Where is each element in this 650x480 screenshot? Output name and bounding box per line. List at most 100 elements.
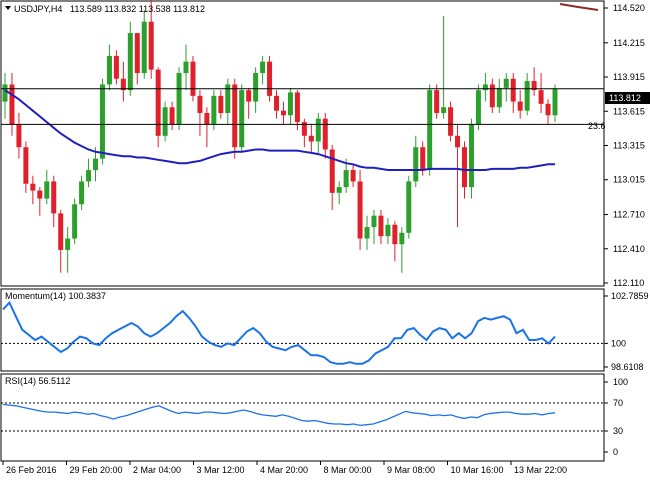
candle-body xyxy=(232,84,238,148)
candle-body xyxy=(134,33,140,74)
candle-body xyxy=(385,224,391,237)
candle-body xyxy=(183,61,189,74)
y-tick-label: 113.315 xyxy=(613,141,645,151)
candle-body xyxy=(468,124,474,188)
candle-body xyxy=(141,21,147,74)
y-tick-label: 113.615 xyxy=(613,106,645,116)
momentum-y-axis: 102.7859 100 98.6108 xyxy=(604,291,649,372)
rsi-panel-frame xyxy=(0,373,605,462)
y-tick-label: 98.6108 xyxy=(611,362,644,372)
candle-body xyxy=(93,158,99,171)
candle-body xyxy=(448,107,454,136)
y-tick-label: 112.410 xyxy=(613,244,645,254)
symbol-title: USDJPY,H4 xyxy=(14,4,62,14)
candle-body xyxy=(406,181,412,233)
last-price-box xyxy=(605,92,650,104)
candle-body xyxy=(287,92,293,116)
momentum-series xyxy=(1,300,604,365)
candle-body xyxy=(392,224,398,245)
price-y-axis: 114.520 114.215 113.915 113.615 113.315 113.0… xyxy=(604,3,645,288)
candle-body xyxy=(204,112,210,125)
x-tick-label: 9 Mar 08:00 xyxy=(387,465,435,475)
candle-body xyxy=(169,107,175,125)
candle-body xyxy=(37,190,43,199)
candle-body xyxy=(378,215,384,237)
candle-body xyxy=(190,61,196,96)
last-price-label: 113.812 xyxy=(609,93,641,103)
candle-body xyxy=(524,81,530,111)
y-tick-label: 100 xyxy=(611,338,626,348)
y-tick-label: 114.520 xyxy=(613,3,645,13)
partial-ma-fragment xyxy=(559,3,599,11)
y-tick-label: 112.110 xyxy=(613,278,644,288)
candle-body xyxy=(65,238,71,250)
candle-body xyxy=(427,90,433,171)
x-tick-label: 13 Mar 22:00 xyxy=(514,465,567,475)
candle-body xyxy=(455,135,461,148)
candle-body xyxy=(538,90,544,104)
candle-body xyxy=(211,95,217,125)
rsi-title: RSI(14) 56.5112 xyxy=(5,376,70,386)
fibonacci-label: 23.6 xyxy=(588,121,606,131)
candle-body xyxy=(2,84,8,102)
candle-body xyxy=(336,187,342,193)
candle-body xyxy=(434,90,440,113)
candle-body xyxy=(274,95,280,111)
candlestick-series xyxy=(2,0,558,273)
candle-body xyxy=(517,101,523,111)
rsi-series xyxy=(1,402,604,432)
y-tick-label: 114.215 xyxy=(613,38,645,48)
candle-body xyxy=(294,92,300,123)
candle-body xyxy=(280,110,286,116)
candle-body xyxy=(503,78,509,88)
candle-body xyxy=(301,122,307,136)
candle-body xyxy=(176,73,182,125)
candle-body xyxy=(371,215,377,228)
candle-body xyxy=(162,107,168,136)
candle-body xyxy=(197,95,203,113)
candle-body xyxy=(44,181,50,199)
candle-body xyxy=(461,147,467,188)
candle-body xyxy=(246,90,252,102)
x-tick-label: 26 Feb 2016 xyxy=(6,465,57,475)
candle-body xyxy=(510,78,516,102)
candle-body xyxy=(16,124,22,148)
candle-body xyxy=(364,227,370,239)
momentum-line xyxy=(2,300,556,365)
candle-body xyxy=(413,147,419,182)
momentum-panel-frame xyxy=(0,288,605,372)
candle-body xyxy=(225,84,231,113)
x-tick-label: 29 Feb 20:00 xyxy=(70,465,123,475)
ma-line xyxy=(4,89,555,171)
candle-body xyxy=(420,147,426,171)
candle-body xyxy=(399,232,405,245)
candle-body xyxy=(51,181,57,214)
y-tick-label: 102.7859 xyxy=(611,291,649,301)
candle-body xyxy=(253,73,259,102)
x-tick-label: 8 Mar 00:00 xyxy=(324,465,372,475)
x-tick-label: 4 Mar 20:00 xyxy=(260,465,308,475)
candle-body xyxy=(120,78,126,91)
candle-body xyxy=(127,33,133,91)
time-axis: 26 Feb 2016 29 Feb 20:00 2 Mar 04:00 3 Mar … xyxy=(2,461,567,475)
symbol-dropdown-icon[interactable] xyxy=(5,6,11,10)
rsi-line xyxy=(2,403,556,427)
y-tick-label: 112.710 xyxy=(613,210,645,220)
candle-body xyxy=(350,170,356,182)
candle-body xyxy=(308,135,314,142)
candle-body xyxy=(475,90,481,125)
candle-body xyxy=(148,21,154,70)
candle-body xyxy=(531,81,537,91)
candle-body xyxy=(155,69,161,136)
candle-body xyxy=(441,107,447,113)
candle-body xyxy=(496,87,502,108)
x-tick-label: 10 Mar 16:00 xyxy=(451,465,504,475)
candle-body xyxy=(482,84,488,91)
candle-body xyxy=(322,118,328,150)
y-tick-label: 100 xyxy=(613,377,628,387)
rsi-y-axis: 100 70 30 0 xyxy=(604,377,628,457)
candle-body xyxy=(357,181,363,239)
candle-body xyxy=(99,84,105,159)
y-tick-label: 113.915 xyxy=(613,72,645,82)
